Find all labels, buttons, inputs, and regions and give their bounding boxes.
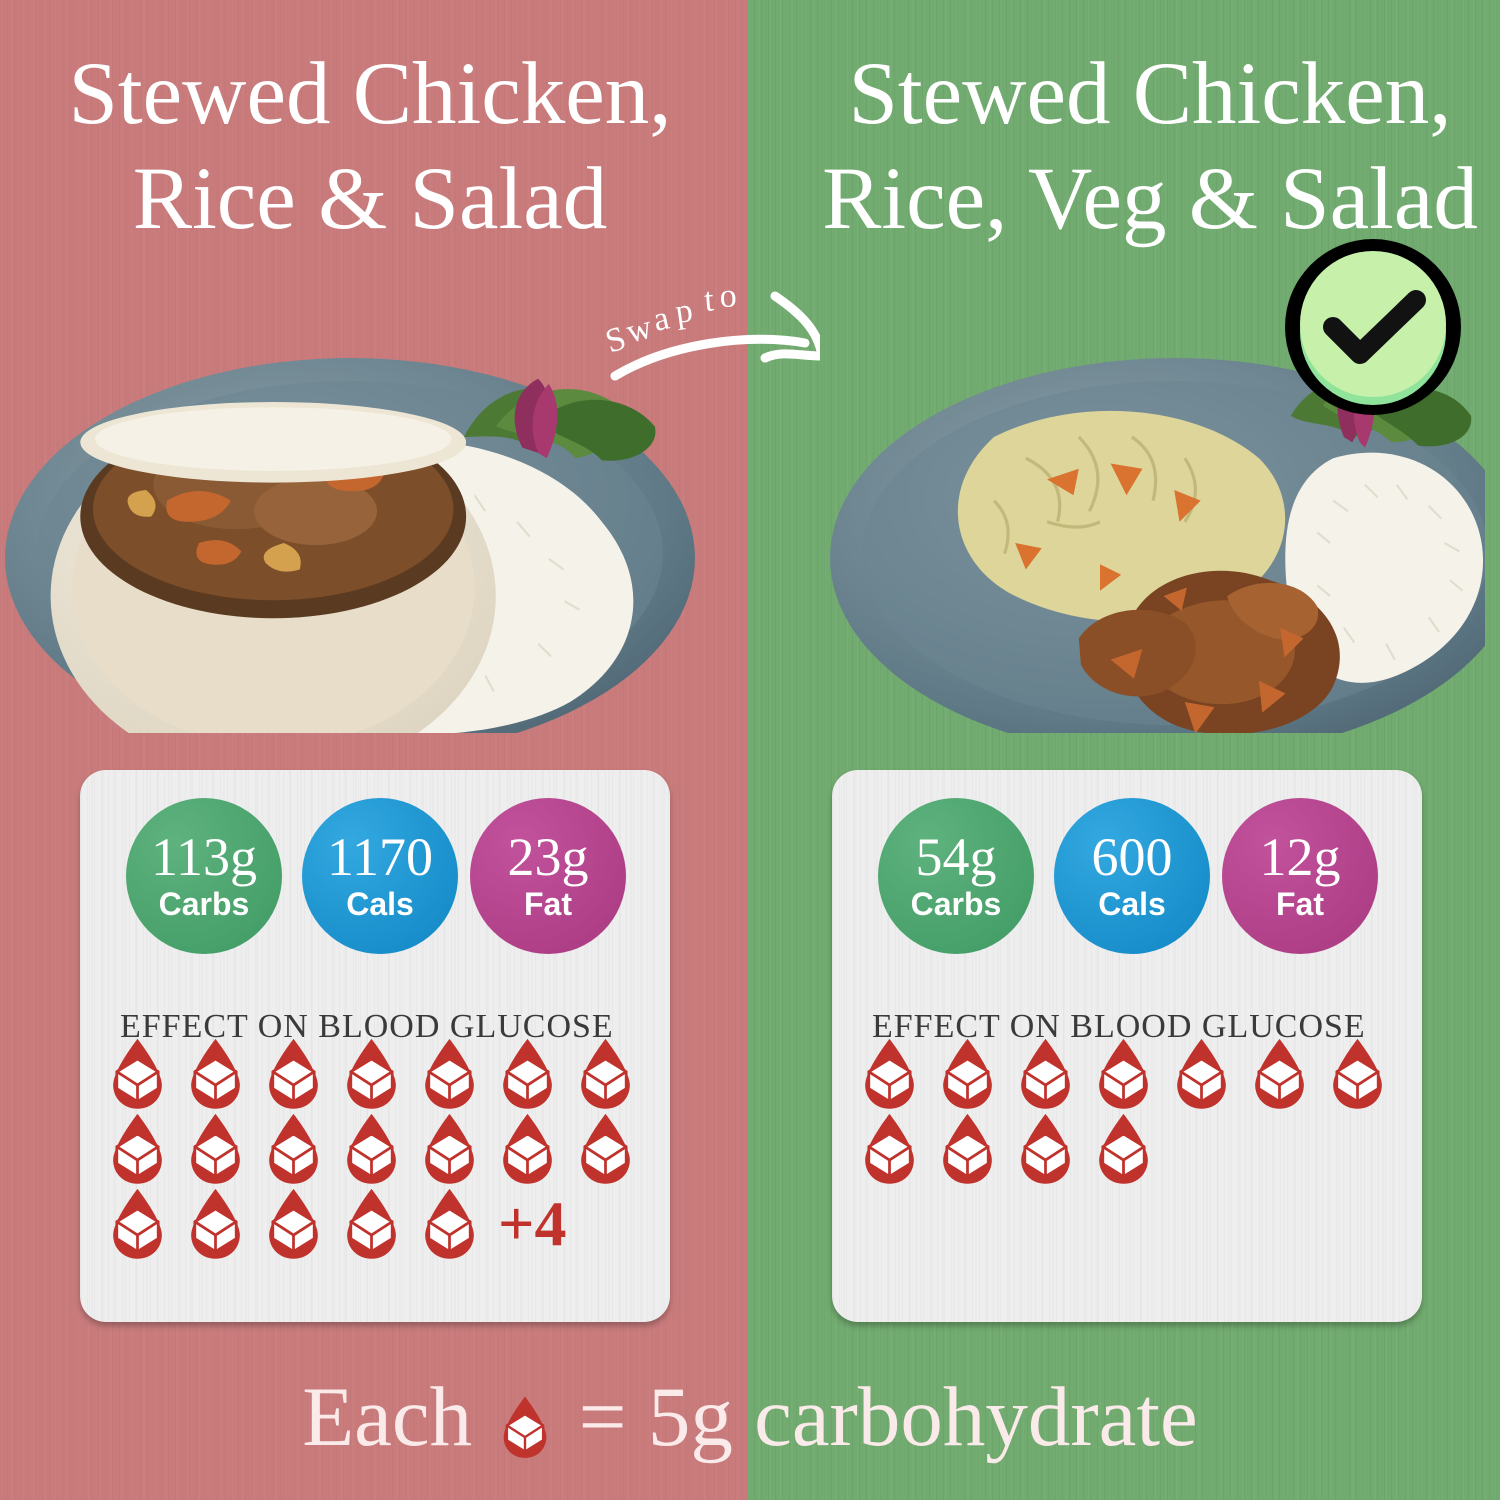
svg-text:p: p [673,292,695,331]
svg-text:o: o [719,277,737,315]
svg-text:w: w [622,309,656,351]
svg-text:t: t [703,281,716,319]
svg-text:a: a [650,299,672,338]
